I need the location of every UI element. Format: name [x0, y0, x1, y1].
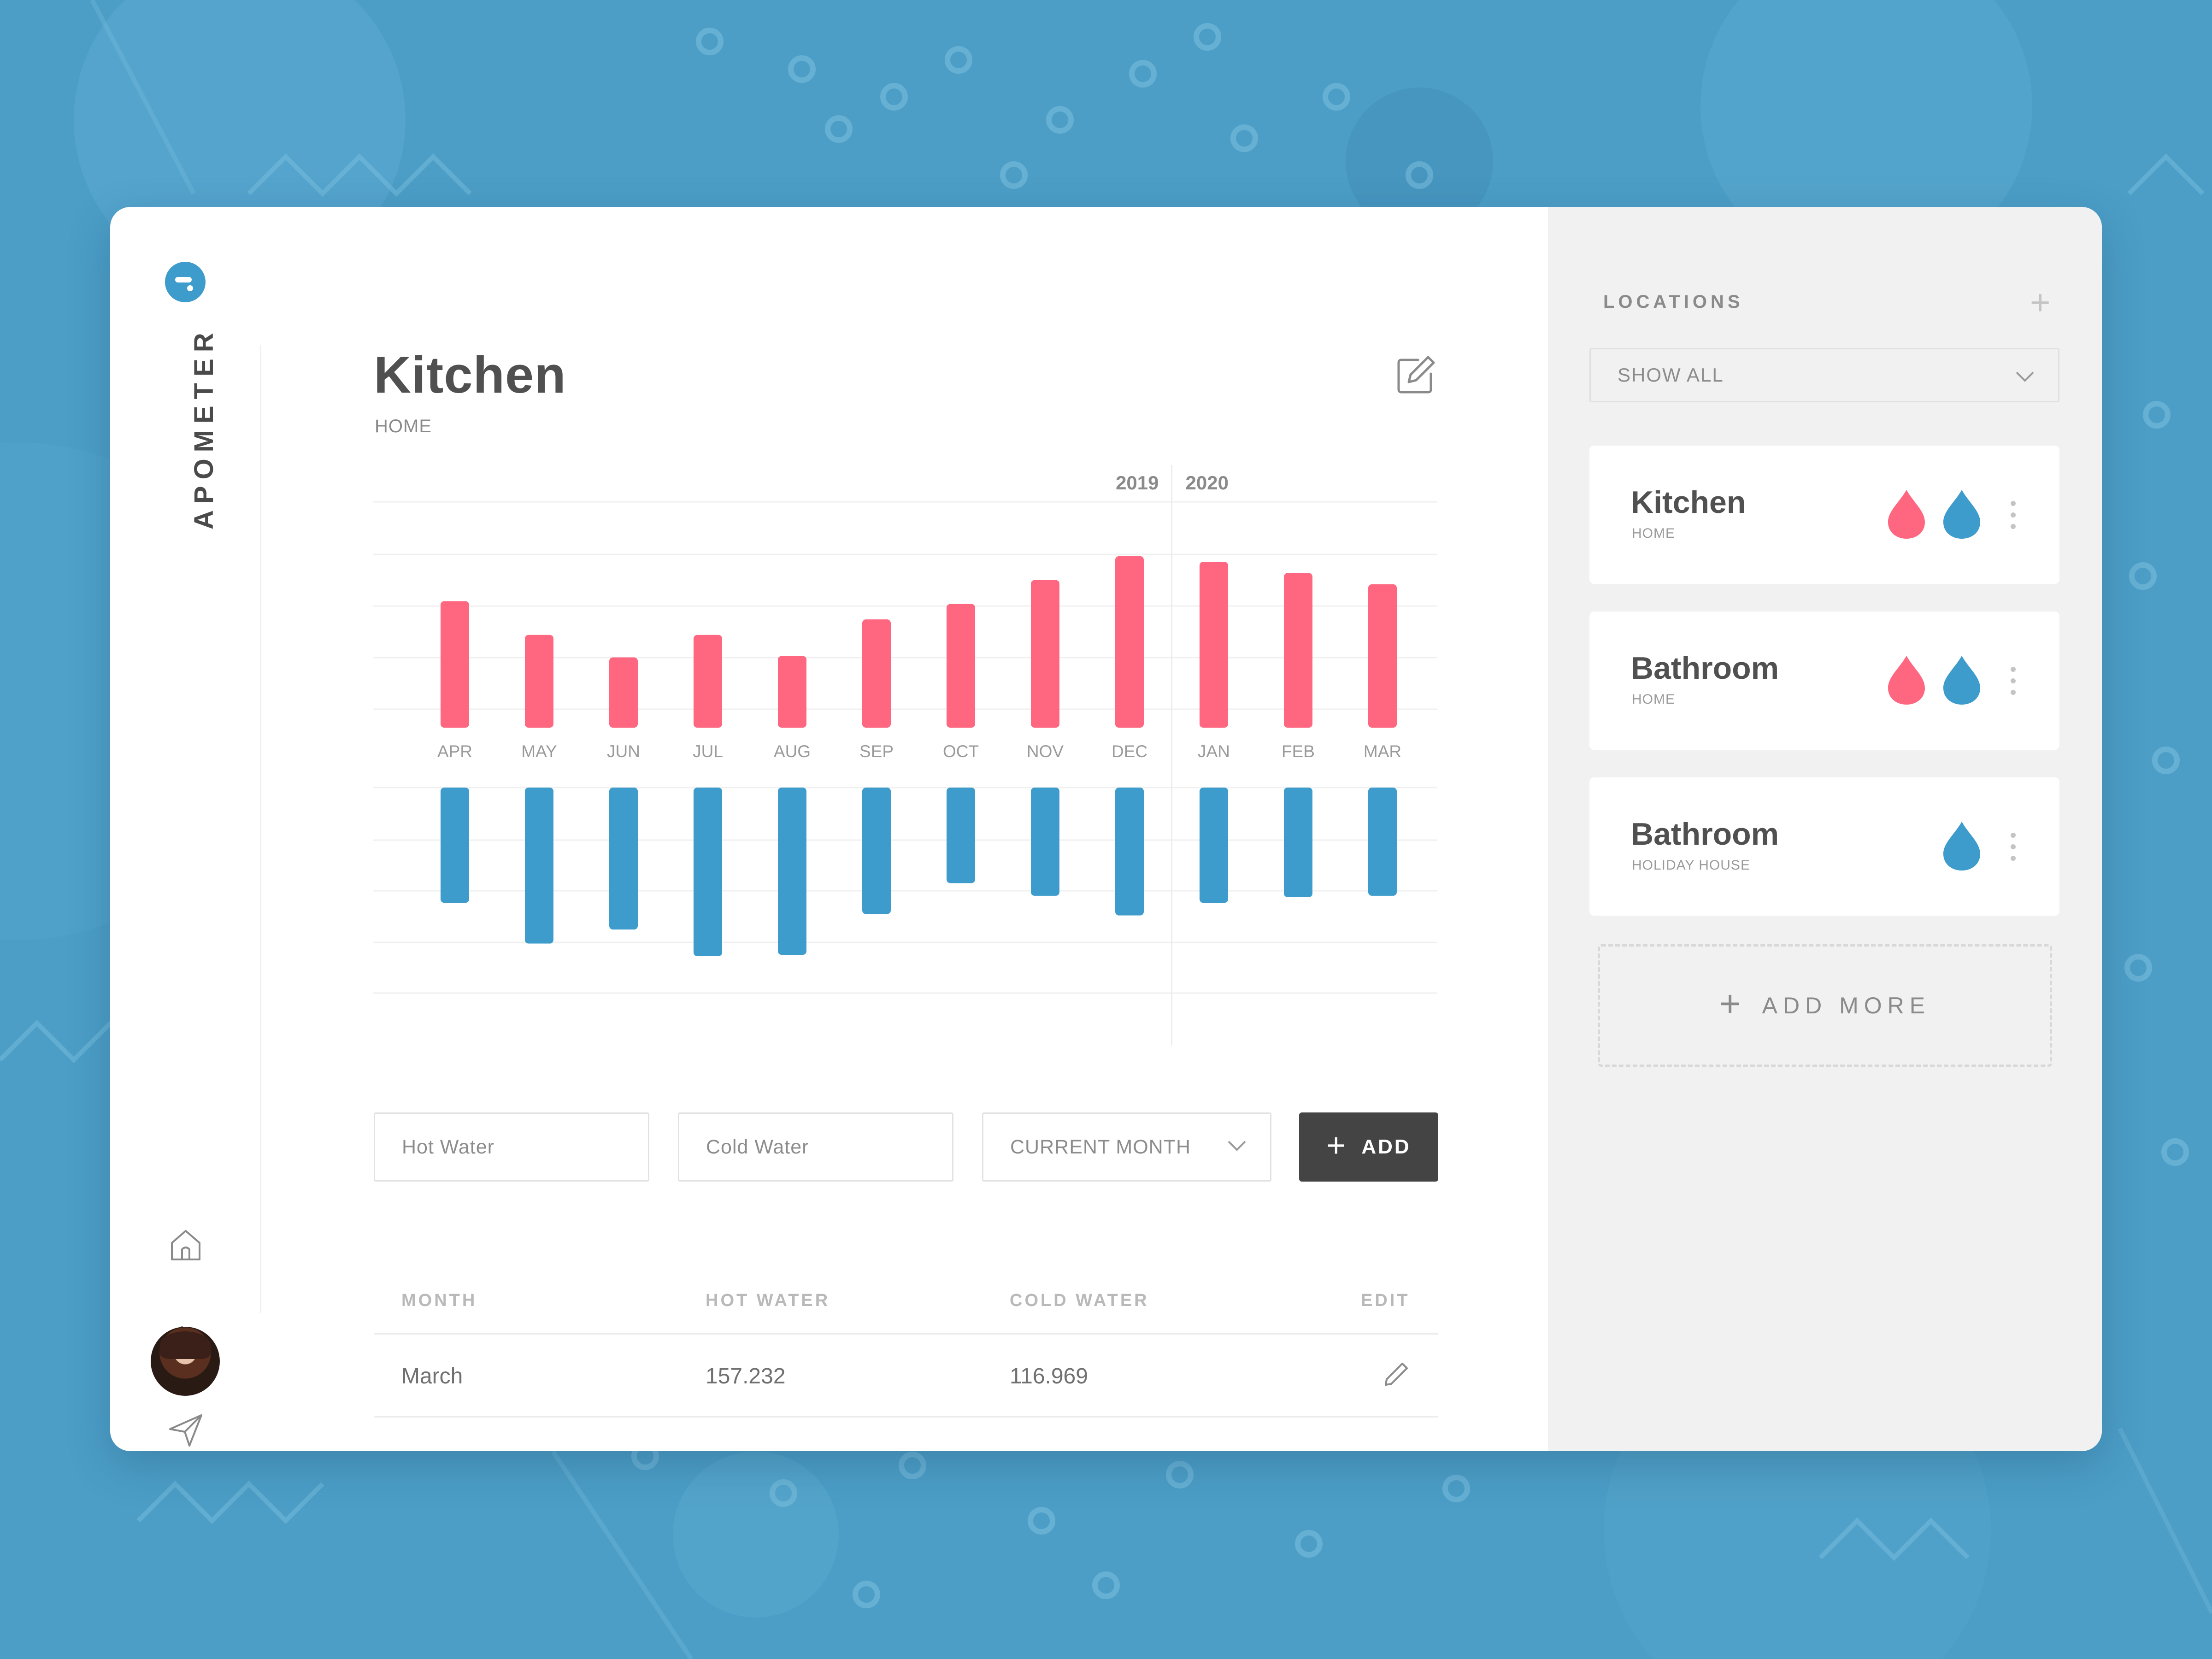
- plus-icon: +: [1719, 983, 1741, 1024]
- hot-water-drop-icon: [1885, 487, 1928, 541]
- location-card[interactable]: Kitchen HOME: [1589, 446, 2059, 584]
- page-title: Kitchen: [374, 346, 566, 404]
- add-button[interactable]: + ADD: [1299, 1112, 1438, 1182]
- cold-water-bar[interactable]: [525, 788, 553, 944]
- avatar[interactable]: [151, 1327, 220, 1396]
- location-name: Bathroom: [1631, 817, 1779, 852]
- pencil-icon[interactable]: [1382, 1360, 1411, 1388]
- locations-filter-select[interactable]: SHOW ALL: [1589, 348, 2059, 402]
- cold-water-drop-icon: [1941, 487, 1983, 541]
- cold-water-bar[interactable]: [862, 788, 891, 914]
- hot-water-bar[interactable]: [947, 604, 975, 728]
- sidebar-divider: [260, 345, 261, 1313]
- cold-water-bar[interactable]: [1200, 788, 1228, 903]
- hot-water-drop-icon: [1885, 653, 1928, 706]
- hot-water-bar[interactable]: [1284, 573, 1312, 728]
- location-name: Bathroom: [1631, 651, 1779, 686]
- more-icon[interactable]: [2009, 667, 2018, 699]
- month-tick-label: JUL: [693, 742, 723, 761]
- month-tick-label: MAR: [1364, 742, 1401, 761]
- month-tick-label: AUG: [774, 742, 811, 761]
- page-subtitle: HOME: [375, 416, 432, 436]
- month-tick-label: OCT: [943, 742, 979, 761]
- hot-water-bar[interactable]: [1031, 580, 1059, 728]
- hot-water-bar[interactable]: [1368, 584, 1397, 728]
- hot-water-bar[interactable]: [862, 619, 891, 728]
- cold-water-bar[interactable]: [694, 788, 722, 956]
- chevron-down-icon: [2016, 371, 2034, 382]
- cold-water-drop-icon: [1941, 819, 1983, 872]
- add-more-button[interactable]: + ADD MORE: [1598, 944, 2052, 1067]
- period-select-value: CURRENT MONTH: [1010, 1136, 1191, 1158]
- hot-water-bar[interactable]: [441, 601, 469, 728]
- cold-water-bar[interactable]: [947, 788, 975, 883]
- month-tick-label: SEP: [859, 742, 894, 761]
- location-place: HOME: [1632, 692, 1675, 707]
- cold-water-input[interactable]: Cold Water: [678, 1112, 953, 1182]
- more-icon[interactable]: [2009, 833, 2018, 865]
- more-icon[interactable]: [2009, 501, 2018, 533]
- location-place: HOME: [1632, 526, 1675, 541]
- location-card[interactable]: Bathroom HOLIDAY HOUSE: [1589, 777, 2059, 916]
- hot-water-bar[interactable]: [1115, 556, 1144, 728]
- filter-value: SHOW ALL: [1618, 364, 1724, 386]
- plus-icon: +: [1326, 1127, 1348, 1164]
- cold-water-bar[interactable]: [441, 788, 469, 903]
- col-header-edit: EDIT: [1361, 1291, 1410, 1310]
- cell-hot-water: 157.232: [706, 1364, 786, 1388]
- add-button-label: ADD: [1361, 1135, 1411, 1158]
- cold-water-bar[interactable]: [1284, 788, 1312, 897]
- locations-title: LOCATIONS: [1603, 292, 1744, 312]
- cell-cold-water: 116.969: [1010, 1364, 1088, 1388]
- col-header-cold-water: COLD WATER: [1010, 1291, 1149, 1310]
- cold-water-bar[interactable]: [1031, 788, 1059, 896]
- period-select[interactable]: CURRENT MONTH: [982, 1112, 1271, 1182]
- chevron-down-icon: [1228, 1141, 1246, 1151]
- cell-month: March: [401, 1364, 463, 1388]
- water-usage-chart: 2019 2020 APR MAY JUN JUL AUG SEP OCT NOV DEC JAN FE…: [373, 465, 1437, 1285]
- month-tick-label: JUN: [607, 742, 640, 761]
- col-header-hot-water: HOT WATER: [706, 1291, 830, 1310]
- cold-water-bar[interactable]: [778, 788, 806, 955]
- table-divider: [374, 1333, 1438, 1335]
- location-name: Kitchen: [1631, 485, 1746, 520]
- location-card[interactable]: Bathroom HOME: [1589, 612, 2059, 750]
- hot-water-bar[interactable]: [525, 635, 553, 728]
- year-label-2020: 2020: [1186, 472, 1229, 494]
- location-place: HOLIDAY HOUSE: [1632, 858, 1750, 873]
- hot-water-bar[interactable]: [694, 635, 722, 728]
- add-more-label: ADD MORE: [1762, 993, 1931, 1018]
- app-window: APOMETER Kitchen HOME 2019 2020 APR MAY JUN J: [110, 207, 2102, 1451]
- month-tick-label: DEC: [1112, 742, 1147, 761]
- cold-water-bar[interactable]: [1368, 788, 1397, 896]
- hot-water-bar[interactable]: [778, 656, 806, 728]
- month-tick-label: APR: [437, 742, 472, 761]
- send-icon[interactable]: [166, 1411, 205, 1449]
- cold-water-drop-icon: [1941, 653, 1983, 706]
- col-header-month: MONTH: [401, 1291, 477, 1310]
- cold-water-bar[interactable]: [1115, 788, 1144, 916]
- edit-icon[interactable]: [1392, 353, 1438, 399]
- brand-name: APOMETER: [189, 326, 219, 529]
- add-location-icon[interactable]: +: [2030, 283, 2051, 322]
- hot-water-bar[interactable]: [609, 657, 638, 728]
- chart-svg: 2019 2020 APR MAY JUN JUL AUG SEP OCT NOV DEC JAN FE…: [373, 465, 1437, 1046]
- cold-water-bar[interactable]: [609, 788, 638, 930]
- month-tick-label: JAN: [1198, 742, 1230, 761]
- month-tick-label: FEB: [1282, 742, 1315, 761]
- logo-icon: [165, 262, 206, 302]
- table-divider: [374, 1416, 1438, 1418]
- month-tick-label: MAY: [521, 742, 557, 761]
- hot-water-bar[interactable]: [1200, 562, 1228, 728]
- month-tick-label: NOV: [1027, 742, 1064, 761]
- year-label-2019: 2019: [1116, 472, 1159, 494]
- home-icon[interactable]: [166, 1225, 205, 1264]
- locations-panel: LOCATIONS + SHOW ALL Kitchen HOME Bathro…: [1548, 207, 2102, 1451]
- hot-water-input[interactable]: Hot Water: [374, 1112, 649, 1182]
